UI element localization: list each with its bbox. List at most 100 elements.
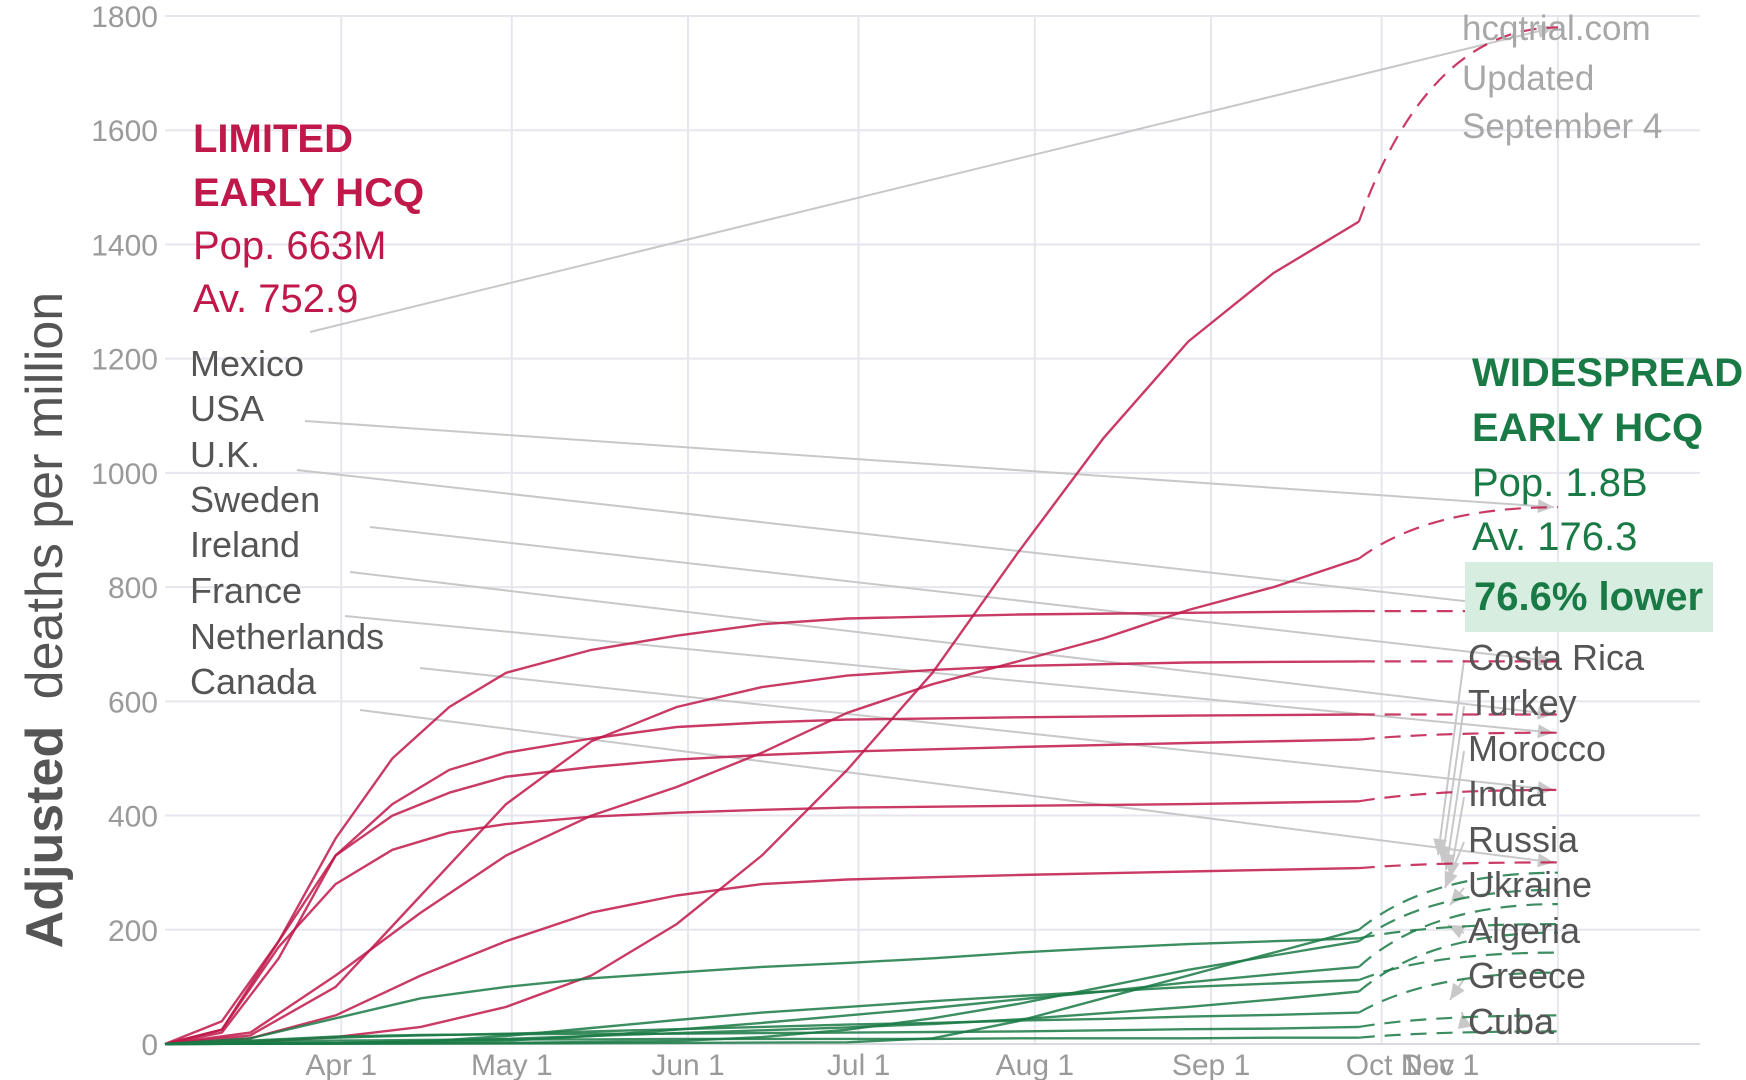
series-line-morocco [164,940,1360,1046]
pointer-line [304,420,1554,509]
limited-group-label: LIMITED EARLY HCQ Pop. 663M Av. 752.9 [193,117,424,321]
label-mexico: Mexico [190,343,304,384]
y-axis-ticks: 0 200 400 600 800 1000 1200 1400 1600 1800 [91,1,158,1062]
y-tick-label: 1000 [91,458,158,491]
y-axis-title-bold: Adjusted [16,726,74,948]
widespread-diff: 76.6% lower [1474,575,1703,619]
x-tick-label: Dec 1 [1401,1049,1479,1080]
label-canada: Canada [190,661,317,702]
projection-line-russia [1358,951,1558,982]
pointer-line [309,26,1555,333]
pointer-arrowhead [1457,1012,1472,1029]
y-axis-title: Adjusted deaths per million [16,292,74,948]
label-usa: USA [190,388,264,429]
x-tick-label: Aug 1 [996,1049,1074,1080]
x-tick-label: Jul 1 [827,1049,890,1080]
label-cuba: Cuba [1468,1001,1555,1042]
pointer-line [1441,705,1465,863]
pointer-arrowhead [1448,925,1466,939]
series-line-france [164,738,1359,1046]
gridlines [165,15,1700,1045]
projection-line-algeria [1358,971,1558,1014]
series-lines [164,26,1558,1046]
projection-line-mexico [1357,26,1558,222]
projection-line-india [1358,903,1558,968]
label-greece: Greece [1468,955,1586,996]
y-tick-label: 1800 [91,1,158,34]
pointer-line [349,571,1554,716]
pointer-arrowhead [1537,705,1554,720]
projection-line-morocco [1358,888,1558,943]
label-sweden: Sweden [190,479,320,520]
widespread-avg: Av. 176.3 [1472,515,1637,559]
y-axis-title-rest: deaths per million [16,292,74,700]
series-line-mexico [164,220,1360,1046]
pointer-arrowhead [1450,888,1466,905]
projection-line-cuba [1358,1030,1558,1039]
label-ukraine: Ukraine [1468,864,1592,905]
series-line-cuba [164,1036,1359,1046]
x-tick-label: Oct 1 [1346,1049,1418,1080]
y-tick-label: 1600 [91,115,158,148]
pointer-arrowhead [1537,499,1554,514]
diff-highlight-box [1465,562,1713,632]
pointer-line [1437,659,1465,856]
credit-site: hcqtrial.com [1462,9,1651,48]
series-line-u-k- [164,609,1359,1046]
label-turkey: Turkey [1468,682,1577,723]
pointer-line [296,469,1554,613]
x-tick-label: Nov 1 [1401,1049,1479,1080]
limited-pop: Pop. 663M [193,224,386,268]
projection-line-usa [1358,506,1558,560]
x-tick-label: May 1 [471,1049,553,1080]
widespread-title-line-2: EARLY HCQ [1472,406,1703,450]
pointer-line [359,709,1554,864]
credit-updated: Updated [1462,59,1594,98]
series-line-usa [164,557,1360,1046]
series-line-india [164,965,1360,1046]
label-pointers [296,24,1555,1029]
widespread-country-labels: Costa Rica Turkey Morocco India Russia U… [1468,637,1645,1042]
projection-line-france [1358,731,1558,741]
series-line-greece [164,1025,1359,1046]
credit-block: hcqtrial.com Updated September 4 [1462,9,1662,146]
widespread-title-line-1: WIDESPREAD [1472,351,1743,395]
series-line-sweden [164,660,1359,1046]
projection-line-netherlands [1358,788,1558,803]
pointer-arrowhead [1537,781,1554,796]
series-line-turkey [164,937,1359,1046]
widespread-pop: Pop. 1.8B [1472,461,1648,505]
projection-line-greece [1358,1014,1558,1028]
label-morocco: Morocco [1468,728,1606,769]
limited-avg: Av. 752.9 [193,277,358,321]
pointer-line [1445,750,1465,871]
projection-line-canada [1358,861,1558,870]
series-line-canada [164,866,1359,1046]
label-france: France [190,570,302,611]
label-costa-rica: Costa Rica [1468,637,1645,678]
y-tick-label: 0 [141,1029,158,1062]
x-tick-label: Sep 1 [1172,1049,1250,1080]
y-tick-label: 1200 [91,344,158,377]
limited-country-labels: Mexico USA U.K. Sweden Ireland France Ne… [190,343,384,702]
y-tick-label: 1400 [91,229,158,262]
limited-title-line-1: LIMITED [193,117,353,161]
pointer-arrowhead [1450,982,1465,1000]
y-tick-label: 600 [108,686,158,719]
label-uk: U.K. [190,434,260,475]
series-line-ireland [164,713,1359,1046]
limited-title-line-2: EARLY HCQ [193,171,424,215]
pointer-line [419,667,1554,791]
y-tick-label: 800 [108,572,158,605]
label-russia: Russia [1468,819,1579,860]
pointer-arrowhead [1537,853,1554,868]
pointer-arrowhead [1537,724,1554,739]
label-algeria: Algeria [1468,910,1581,951]
credit-date: September 4 [1462,107,1662,146]
y-tick-label: 400 [108,801,158,834]
x-tick-label: Jun 1 [651,1049,724,1080]
series-line-netherlands [164,800,1359,1046]
label-ireland: Ireland [190,524,300,565]
